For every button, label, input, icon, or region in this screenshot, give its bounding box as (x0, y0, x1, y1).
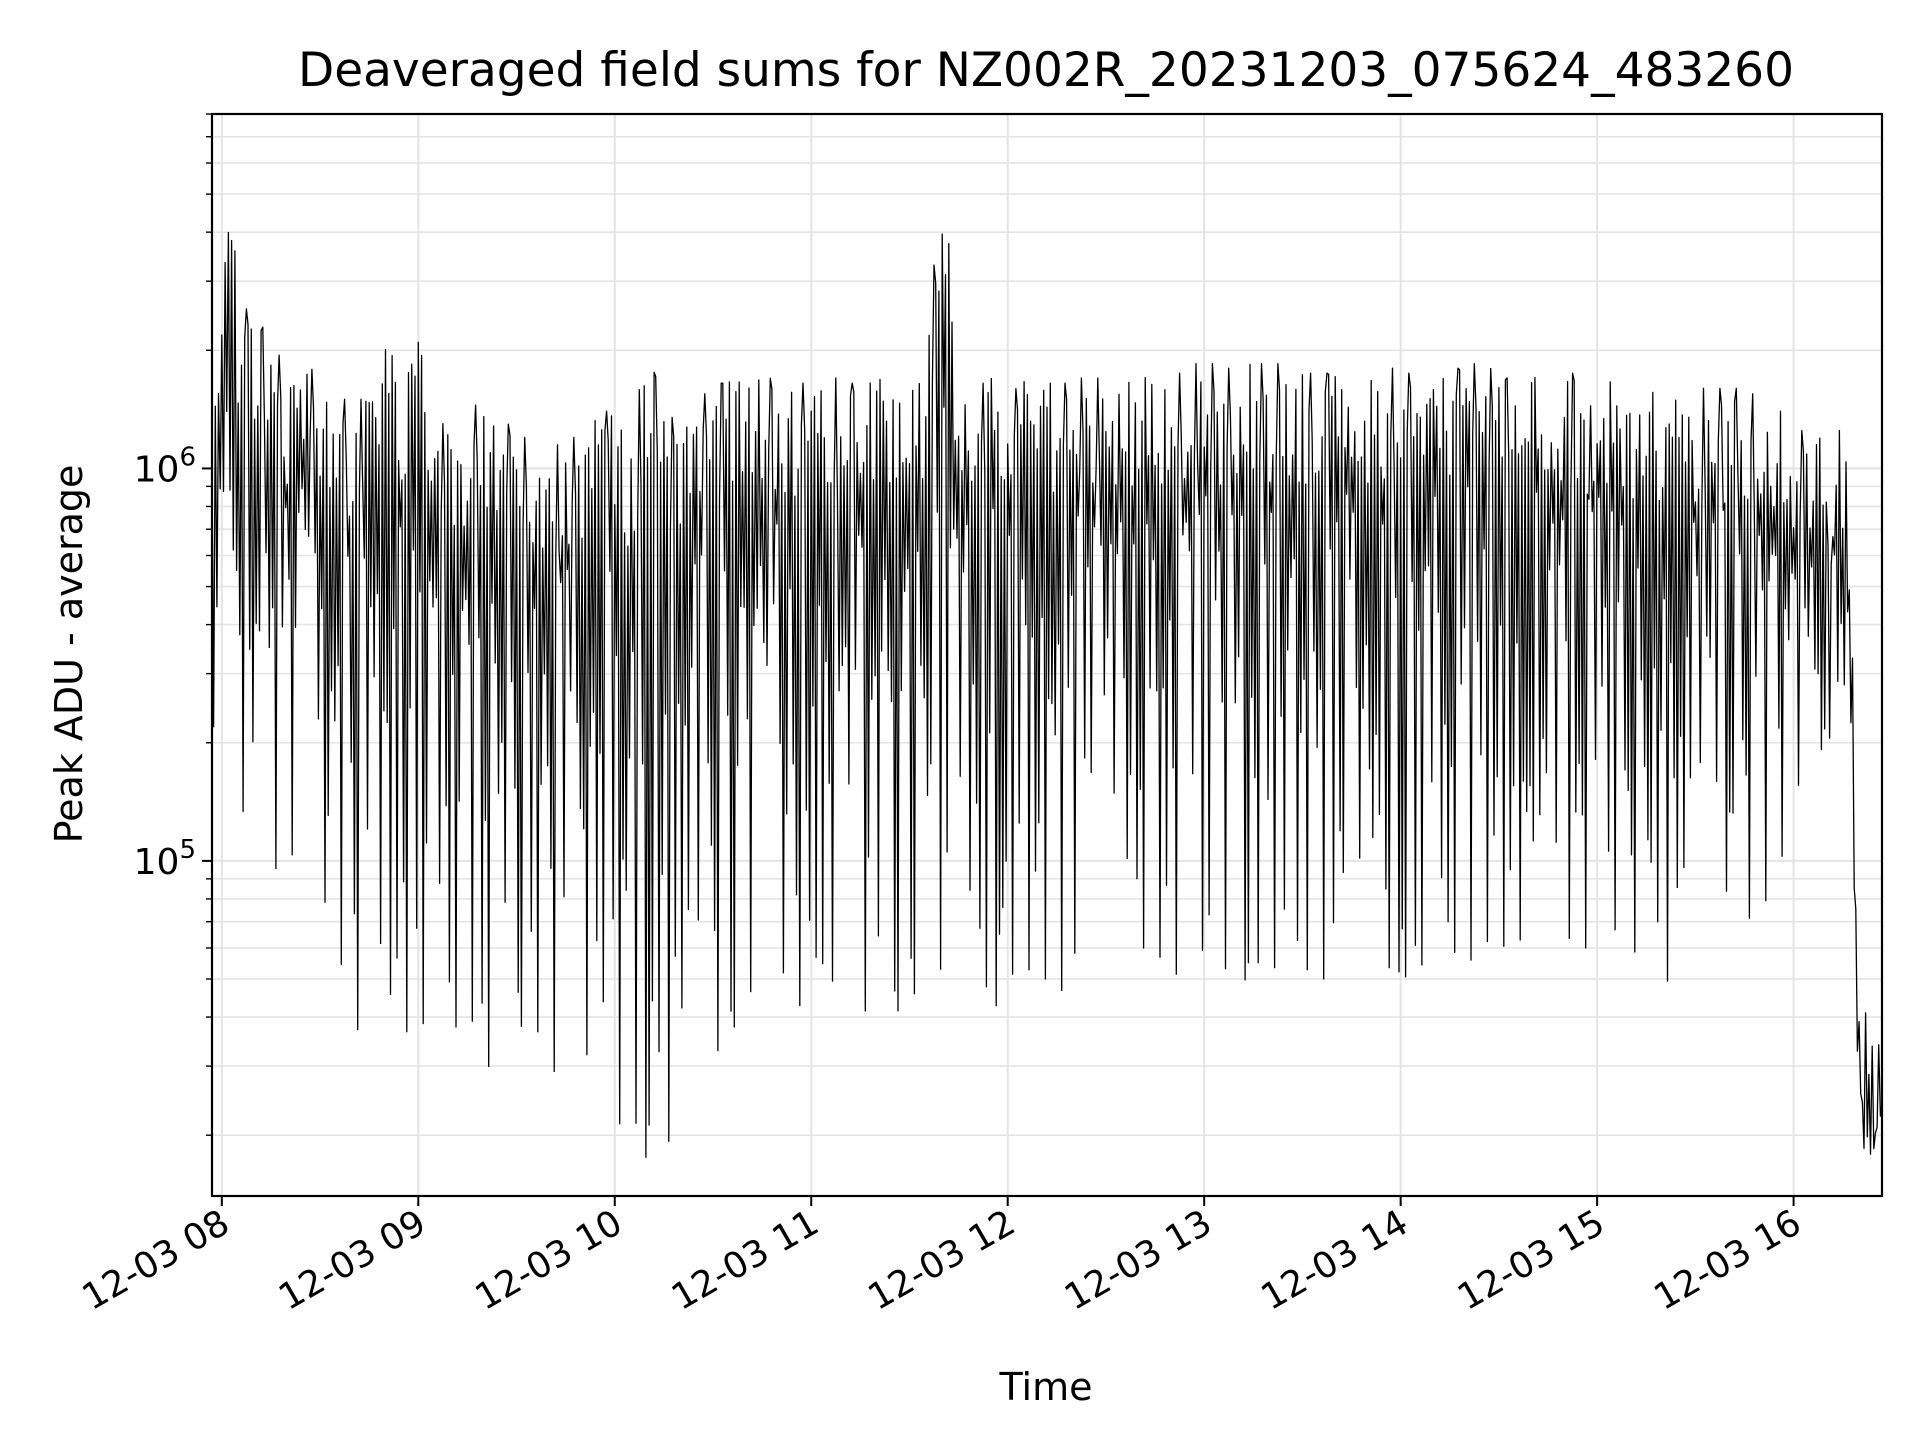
y-axis-label: Peak ADU - average (47, 465, 91, 844)
x-axis-label: Time (999, 1365, 1093, 1409)
y-tick-label: 105 (134, 835, 196, 883)
series-line (212, 231, 1882, 1158)
plot-frame (210, 112, 1884, 1198)
series-layer (212, 231, 1882, 1158)
y-tick-label: 106 (134, 442, 196, 490)
y-axis: 105 106 (134, 113, 212, 1136)
chart-title: Deaveraged field sums for NZ002R_2023120… (298, 43, 1794, 98)
